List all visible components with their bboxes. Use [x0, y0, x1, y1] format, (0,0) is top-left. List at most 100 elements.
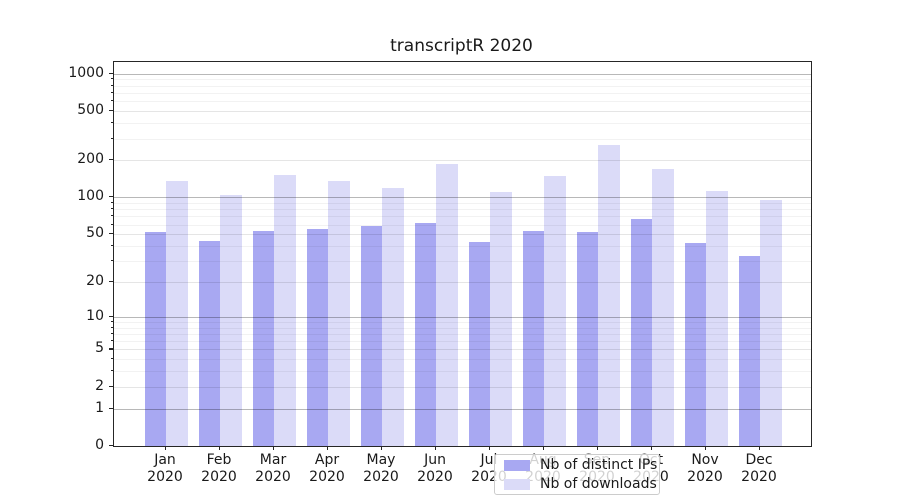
x-tick-mark — [597, 446, 599, 450]
y-minor-tick-mark — [110, 223, 113, 225]
x-axis-tick-label: Dec 2020 — [741, 452, 777, 485]
x-tick-mark — [273, 446, 275, 450]
y-minor-tick-mark — [110, 332, 113, 334]
y-axis-tick-label: 50 — [86, 225, 104, 242]
y-axis-tick-label: 5 — [95, 340, 104, 357]
y-minor-tick-mark — [110, 370, 113, 372]
x-tick-mark — [759, 446, 761, 450]
y-tick-mark — [109, 110, 113, 112]
y-axis-tick-label: 1 — [95, 399, 104, 416]
x-axis-tick-label: Nov 2020 — [687, 452, 723, 485]
y-tick-mark — [109, 159, 113, 161]
plot-area: Nb of distinct IPs Nb of downloads — [113, 61, 812, 495]
legend-entry: Nb of downloads — [495, 476, 659, 492]
y-axis-tick-label: 20 — [86, 272, 104, 289]
bar-downloads — [706, 190, 728, 446]
bar-distinct-ips — [306, 229, 328, 446]
y-axis-tick-label: 0 — [95, 437, 104, 453]
gridline-70 — [114, 216, 811, 218]
x-tick-mark — [651, 446, 653, 450]
x-axis-tick-label: Feb 2020 — [201, 452, 237, 485]
bar-distinct-ips — [360, 226, 382, 446]
y-tick-mark — [109, 233, 113, 235]
bar-distinct-ips — [414, 222, 436, 446]
gridline-700 — [114, 92, 811, 94]
y-minor-tick-mark — [110, 340, 113, 342]
gridline-7 — [114, 333, 811, 335]
y-axis-tick-label: 1000 — [68, 64, 104, 81]
gridline-300 — [114, 138, 811, 140]
legend-label: Nb of distinct IPs — [540, 457, 658, 473]
gridline-5 — [114, 349, 811, 351]
y-minor-tick-mark — [110, 100, 113, 102]
gridline-200 — [114, 160, 811, 162]
y-minor-tick-mark — [110, 320, 113, 322]
y-minor-tick-mark — [110, 244, 113, 246]
y-tick-mark — [109, 385, 113, 387]
gridline-20 — [114, 281, 811, 283]
bar-distinct-ips — [630, 219, 652, 446]
x-axis-tick-label: Apr 2020 — [309, 452, 345, 485]
gridline-2 — [114, 386, 811, 388]
y-tick-mark — [109, 348, 113, 350]
bar-downloads — [166, 181, 188, 446]
y-axis-tick-label: 10 — [86, 307, 104, 324]
bar-downloads — [652, 168, 674, 446]
x-tick-mark — [543, 446, 545, 450]
x-tick-mark — [435, 446, 437, 450]
bar-downloads — [760, 200, 782, 446]
bar-distinct-ips — [576, 232, 598, 446]
bar-distinct-ips — [522, 231, 544, 446]
legend-entry: Nb of distinct IPs — [495, 457, 659, 473]
gridline-50 — [114, 234, 811, 236]
y-minor-tick-mark — [110, 91, 113, 93]
bar-distinct-ips — [144, 232, 166, 446]
gridline-40 — [114, 245, 811, 247]
x-tick-mark — [705, 446, 707, 450]
gridline-10 — [114, 316, 811, 318]
legend-label: Nb of downloads — [540, 476, 657, 492]
gridline-500 — [114, 111, 811, 112]
y-minor-tick-mark — [110, 326, 113, 328]
y-tick-mark — [109, 407, 113, 409]
x-tick-mark — [219, 446, 221, 450]
bar-distinct-ips — [468, 242, 490, 446]
x-tick-mark — [489, 446, 491, 450]
gridline-9 — [114, 321, 811, 323]
y-minor-tick-mark — [110, 259, 113, 261]
y-axis-tick-label: 500 — [77, 102, 104, 118]
y-minor-tick-mark — [110, 358, 113, 360]
x-axis-tick-label: May 2020 — [363, 452, 399, 485]
y-tick-mark — [109, 280, 113, 283]
gridline-400 — [114, 123, 811, 124]
bar-distinct-ips — [198, 240, 220, 446]
legend: Nb of distinct IPs Nb of downloads — [494, 454, 660, 495]
gridline-600 — [114, 101, 811, 103]
gridline-800 — [114, 85, 811, 87]
x-axis-tick-label: Mar 2020 — [255, 452, 291, 485]
legend-swatch-downloads — [504, 478, 530, 490]
bar-downloads — [328, 181, 350, 446]
gridline-6 — [114, 341, 811, 343]
gridline-60 — [114, 224, 811, 226]
gridline-4 — [114, 359, 811, 361]
y-minor-tick-mark — [110, 208, 113, 210]
bar-downloads — [598, 145, 620, 446]
y-minor-tick-mark — [110, 78, 113, 80]
x-axis-tick-label: Jan 2020 — [147, 452, 183, 485]
bar-downloads — [436, 164, 458, 446]
bar-distinct-ips — [684, 243, 706, 446]
legend-swatch-distinct-ips — [504, 459, 530, 471]
y-minor-tick-mark — [110, 122, 113, 123]
y-minor-tick-mark — [110, 137, 113, 139]
bar-downloads — [382, 187, 404, 446]
y-axis-tick-label: 2 — [95, 377, 104, 394]
y-axis-tick-label: 200 — [77, 151, 104, 168]
y-minor-tick-mark — [110, 84, 113, 86]
x-tick-mark — [165, 446, 167, 450]
gridline-30 — [114, 260, 811, 262]
bar-downloads — [220, 195, 242, 446]
bar-distinct-ips — [738, 256, 760, 446]
bar-downloads — [544, 176, 566, 446]
